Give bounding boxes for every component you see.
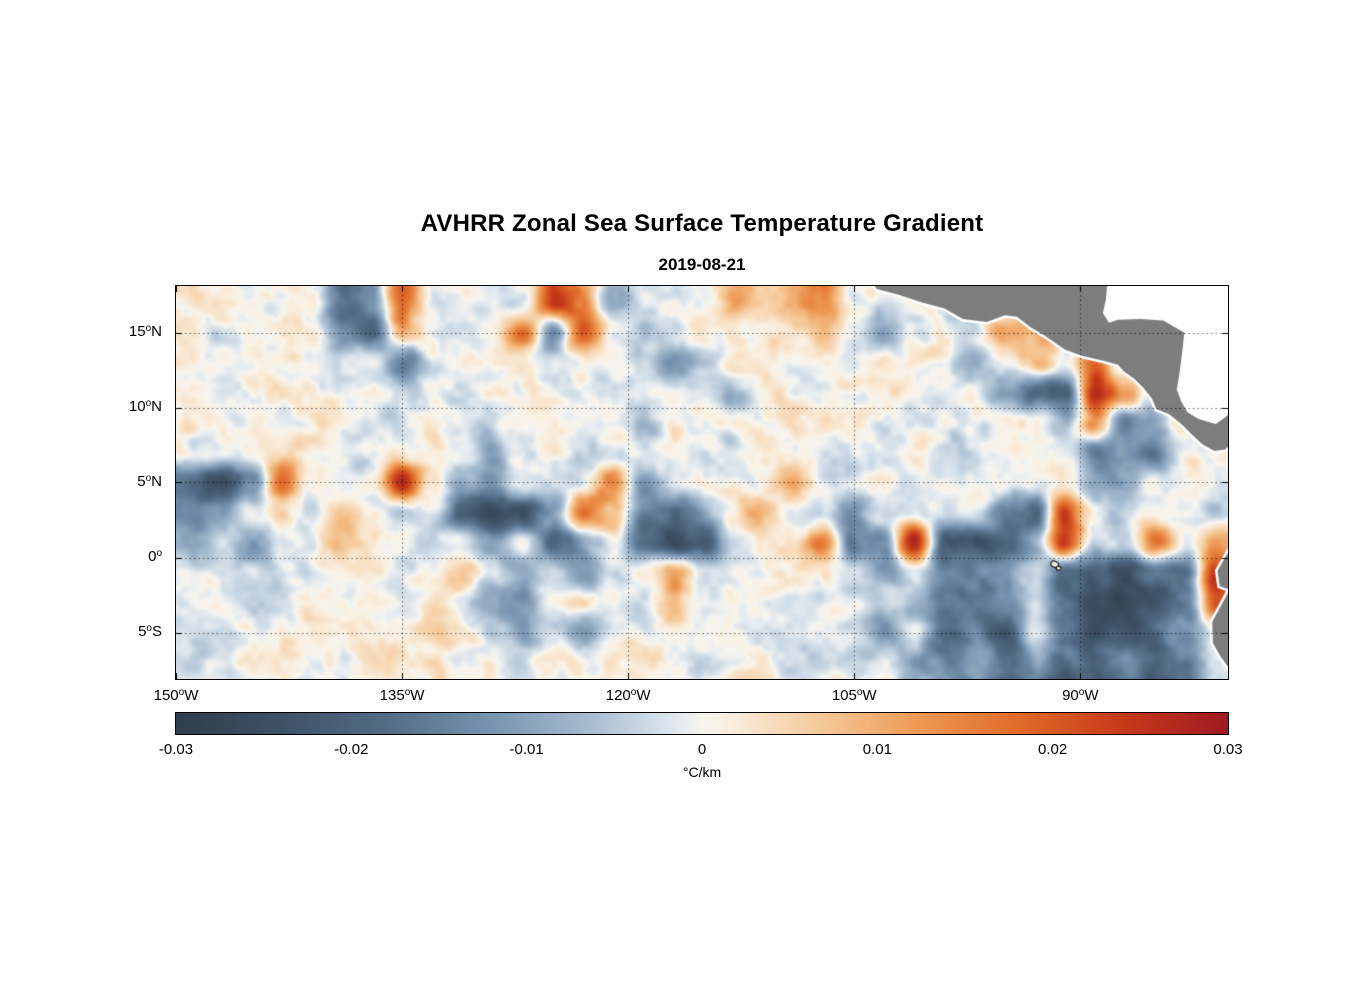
colorbar-tick-label: -0.01 [509, 741, 544, 758]
colorbar-tick-labels: -0.03 -0.02 -0.01 0 0.01 0.02 0.03 [159, 741, 1243, 759]
x-tick-label: 90oW [1062, 687, 1099, 704]
x-tick-label: 120oW [605, 687, 651, 704]
colorbar-units-label: °C/km [682, 764, 722, 780]
y-tick-label: 15oN [128, 322, 162, 340]
y-tick-label: 5oN [137, 472, 162, 490]
x-tick-label: 105oW [831, 687, 877, 704]
y-tick-label: 0o [148, 547, 162, 565]
x-tick-label: 135oW [379, 687, 425, 704]
colorbar [175, 712, 1229, 735]
x-tick-label: 150oW [153, 687, 199, 704]
chart-subtitle: 2019-08-21 [658, 255, 746, 274]
colorbar-tick-label: 0.03 [1213, 741, 1243, 758]
y-tick-label: 5oS [138, 622, 162, 640]
colorbar-tick-label: 0 [697, 741, 707, 758]
colorbar-tick-label: 0.01 [862, 741, 892, 758]
sst-gradient-heatmap [176, 286, 1228, 679]
x-axis-tick-labels: 150oW 135oW 120oW 105oW 90oW [154, 687, 1228, 709]
y-axis-tick-labels: 15oN 10oN 5oN 0o 5oS [0, 285, 168, 678]
colorbar-tick-label: 0.02 [1038, 741, 1068, 758]
colorbar-tick-label: -0.02 [334, 741, 369, 758]
chart-title: AVHRR Zonal Sea Surface Temperature Grad… [420, 210, 984, 237]
y-tick-label: 10oN [128, 397, 162, 415]
colorbar-gradient [176, 713, 1228, 734]
map-plot-area [175, 285, 1229, 680]
colorbar-tick-label: -0.03 [158, 741, 194, 758]
